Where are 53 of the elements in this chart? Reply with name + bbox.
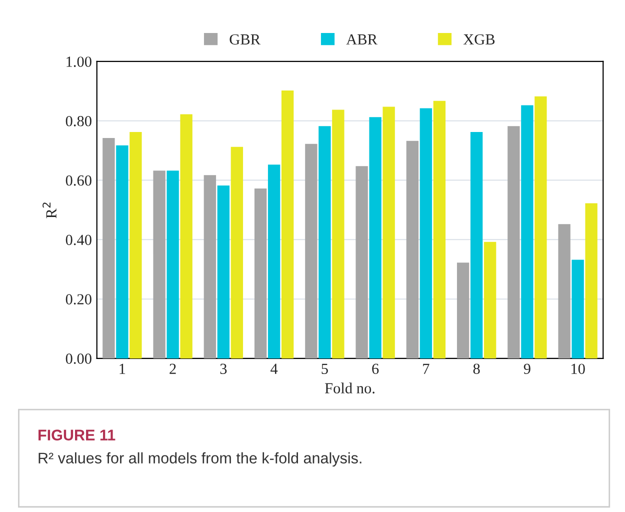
bar <box>558 224 570 358</box>
bar <box>130 132 142 358</box>
bar <box>116 145 128 358</box>
x-tick-label: 1 <box>120 364 126 374</box>
bar <box>534 96 547 358</box>
bar <box>102 138 115 358</box>
x-tick-label: 10 <box>572 364 585 374</box>
x-tick-label: 2 <box>170 364 176 374</box>
bar <box>420 108 432 358</box>
bar <box>572 260 584 358</box>
y-tick-label: 0.00 <box>66 354 92 364</box>
x-tick-label: 5 <box>322 364 328 374</box>
y-tick-label: 1.00 <box>66 56 92 67</box>
bar <box>484 242 496 358</box>
bar <box>153 170 166 358</box>
bar <box>382 106 395 358</box>
text: R² values for all models from the k-fold analysis. <box>38 452 362 467</box>
legend-label: ABR <box>346 34 378 44</box>
bar <box>217 185 230 358</box>
legend-label: GBR <box>230 34 261 45</box>
x-tick-label: 6 <box>372 364 379 374</box>
y-tick-label: 0.40 <box>66 234 92 246</box>
x-axis-title: Fold no. <box>324 382 374 394</box>
bar <box>470 132 483 358</box>
y-tick-label: 0.60 <box>66 175 92 186</box>
bar <box>406 140 419 358</box>
bar <box>332 110 344 358</box>
bar <box>508 126 520 358</box>
bar <box>268 164 280 358</box>
bar <box>456 262 470 358</box>
bar <box>204 175 216 358</box>
x-tick-label: 4 <box>270 364 278 374</box>
y-axis-title: R$^{2}$ <box>42 202 56 218</box>
bar <box>521 105 534 358</box>
y-tick-label: 0.80 <box>66 116 92 126</box>
bar <box>230 146 244 358</box>
bar <box>254 188 267 358</box>
y-tick-label: 0.20 <box>66 294 92 305</box>
x-tick-label: 8 <box>473 364 480 374</box>
x-tick-label: 3 <box>220 364 227 374</box>
bar <box>180 114 192 358</box>
bar <box>166 170 179 358</box>
bar <box>281 90 294 358</box>
legend-label: XGB <box>463 34 495 45</box>
bar <box>305 144 318 358</box>
bar <box>433 100 446 358</box>
bar <box>369 117 382 358</box>
x-tick-label: 9 <box>524 364 530 374</box>
bar <box>318 126 331 358</box>
x-tick-label: 7 <box>423 364 430 374</box>
bar <box>356 166 368 358</box>
bar <box>585 203 598 358</box>
caption: FIGURE 11 <box>38 430 116 440</box>
